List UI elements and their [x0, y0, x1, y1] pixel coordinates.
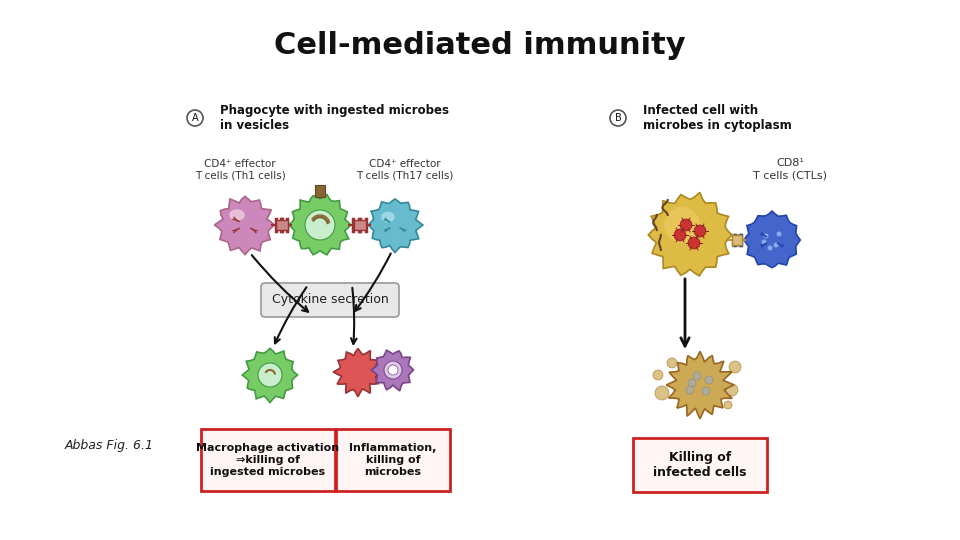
Circle shape	[388, 365, 398, 375]
Text: Cytokine secretion: Cytokine secretion	[272, 294, 389, 307]
Circle shape	[258, 363, 282, 387]
Circle shape	[693, 372, 701, 380]
Circle shape	[688, 379, 696, 387]
Circle shape	[774, 242, 779, 247]
Circle shape	[384, 361, 402, 379]
Circle shape	[694, 225, 706, 237]
Circle shape	[777, 232, 781, 237]
Text: CD8¹
T cells (CTLs): CD8¹ T cells (CTLs)	[753, 158, 827, 180]
Text: Phagocyte with ingested microbes
in vesicles: Phagocyte with ingested microbes in vesi…	[220, 104, 449, 132]
Polygon shape	[666, 352, 734, 419]
Circle shape	[653, 370, 663, 380]
Polygon shape	[214, 197, 275, 254]
Circle shape	[667, 358, 677, 368]
Text: Abbas Fig. 6.1: Abbas Fig. 6.1	[65, 438, 154, 451]
Circle shape	[680, 219, 692, 231]
FancyBboxPatch shape	[261, 283, 399, 317]
Ellipse shape	[230, 210, 244, 220]
Circle shape	[664, 207, 700, 243]
FancyBboxPatch shape	[336, 429, 450, 491]
Text: Killing of
infected cells: Killing of infected cells	[653, 450, 747, 480]
FancyBboxPatch shape	[353, 220, 366, 230]
Polygon shape	[333, 348, 380, 397]
Circle shape	[674, 229, 686, 241]
Text: B: B	[614, 113, 621, 123]
Text: Cell-mediated immunity: Cell-mediated immunity	[275, 30, 685, 59]
Circle shape	[763, 233, 769, 239]
Polygon shape	[744, 211, 801, 268]
Circle shape	[688, 237, 700, 249]
Circle shape	[705, 376, 713, 384]
Polygon shape	[369, 199, 422, 253]
Polygon shape	[242, 348, 298, 402]
Circle shape	[726, 384, 738, 396]
FancyBboxPatch shape	[732, 235, 742, 245]
FancyBboxPatch shape	[315, 185, 325, 197]
Text: Infected cell with
microbes in cytoplasm: Infected cell with microbes in cytoplasm	[643, 104, 792, 132]
Ellipse shape	[382, 213, 394, 221]
Circle shape	[767, 246, 773, 251]
FancyBboxPatch shape	[276, 220, 287, 230]
Polygon shape	[372, 350, 414, 391]
Polygon shape	[289, 194, 351, 255]
Circle shape	[729, 361, 741, 373]
Text: CD4⁺ effector
T cells (Th1 cells): CD4⁺ effector T cells (Th1 cells)	[195, 159, 285, 181]
Text: CD4⁺ effector
T cells (Th17 cells): CD4⁺ effector T cells (Th17 cells)	[356, 159, 454, 181]
Polygon shape	[648, 192, 732, 276]
Text: Inflammation,
killing of
microbes: Inflammation, killing of microbes	[349, 443, 437, 477]
FancyBboxPatch shape	[633, 438, 767, 492]
Circle shape	[686, 386, 694, 394]
Circle shape	[610, 110, 626, 126]
Text: Macrophage activation
⇒killing of
ingested microbes: Macrophage activation ⇒killing of ingest…	[197, 443, 340, 477]
Circle shape	[724, 401, 732, 409]
FancyBboxPatch shape	[201, 429, 335, 491]
Circle shape	[655, 386, 669, 400]
Circle shape	[702, 387, 710, 395]
Text: A: A	[192, 113, 199, 123]
Circle shape	[305, 210, 335, 240]
Circle shape	[187, 110, 203, 126]
Circle shape	[761, 240, 766, 245]
